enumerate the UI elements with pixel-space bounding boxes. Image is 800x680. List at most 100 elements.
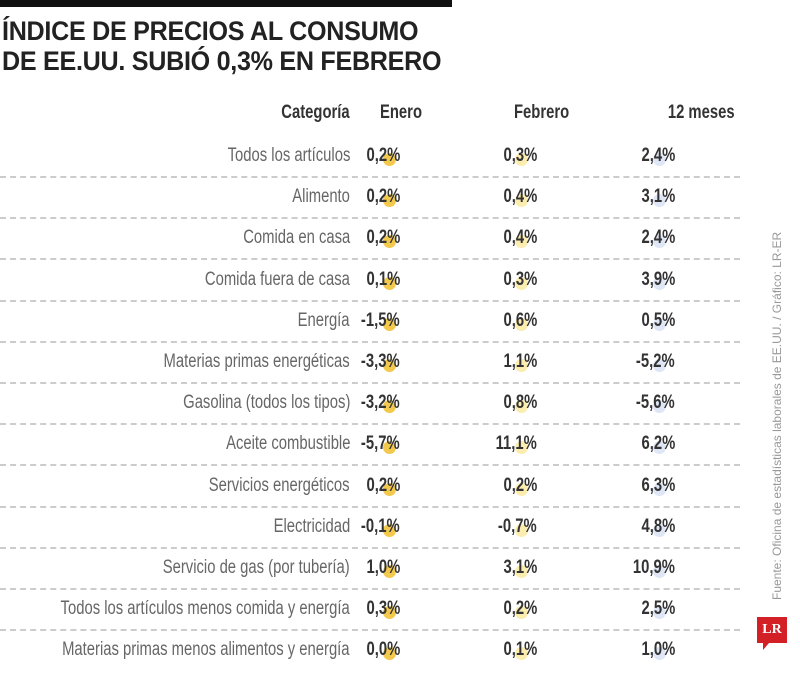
febrero-value: 11,1%	[495, 433, 537, 455]
doce_meses-dot-marker	[653, 400, 666, 414]
enero-dot-marker	[383, 523, 396, 537]
doce_meses-dot-marker	[653, 482, 666, 496]
doce_meses-dot-marker	[653, 317, 666, 331]
febrero-value: 1,1%	[503, 351, 537, 372]
enero-value: 0,1%	[366, 268, 400, 290]
table-row: Servicio de gas (por tubería) 1,0% 3,1% 10,…	[0, 557, 740, 598]
febrero-value: -0,7%	[498, 515, 537, 537]
table-row: Materias primas energéticas -3,3% 1,1% -5,2…	[0, 351, 740, 392]
febrero-value: 0,6%	[503, 309, 537, 331]
febrero-dot-marker	[515, 523, 528, 537]
enero-dot-marker	[383, 317, 396, 331]
enero-value: 0,2%	[366, 186, 400, 208]
table-row: Energía -1,5% 0,6% 0,5%	[0, 310, 740, 351]
header-febrero: Febrero	[514, 102, 570, 123]
enero-value: 0,0%	[366, 639, 400, 661]
table-row: Comida fuera de casa 0,1% 0,3% 3,9%	[0, 269, 740, 310]
enero-dot-marker	[383, 194, 396, 208]
category-label: Materias primas menos alimentos y energí…	[62, 639, 350, 661]
enero-dot-marker	[383, 647, 396, 661]
febrero-dot-marker	[515, 400, 528, 414]
febrero-value: 0,3%	[503, 268, 537, 290]
category-label: Alimento	[292, 186, 350, 208]
enero-dot-marker	[383, 276, 396, 290]
doce_meses-dot-marker	[653, 523, 666, 537]
category-label: Todos los artículos	[227, 145, 350, 166]
febrero-dot-marker	[515, 647, 528, 661]
title-line-2: DE EE.UU. SUBIÓ 0,3% EN FEBRERO	[2, 46, 442, 76]
doce_meses-value: 6,3%	[641, 474, 675, 496]
febrero-dot-marker	[515, 606, 528, 620]
febrero-value: 0,8%	[503, 392, 537, 414]
enero-dot-marker	[383, 441, 396, 455]
febrero-dot-marker	[515, 317, 528, 331]
febrero-dot-marker	[515, 359, 528, 372]
febrero-dot-marker	[515, 153, 528, 166]
enero-dot-marker	[383, 400, 396, 414]
enero-value: 0,2%	[366, 474, 400, 496]
febrero-value: 0,2%	[503, 474, 537, 496]
category-label: Gasolina (todos los tipos)	[182, 392, 350, 414]
febrero-value: 0,4%	[503, 227, 537, 249]
source-note: Fuente: Oficina de estadísticas laborale…	[770, 231, 784, 600]
table-row: Todos los artículos menos comida y energ…	[0, 598, 740, 639]
doce_meses-value: 6,2%	[641, 433, 675, 455]
enero-value: 1,0%	[366, 557, 400, 578]
row-divider	[0, 340, 740, 343]
row-divider	[0, 464, 740, 467]
table-row: Gasolina (todos los tipos) -3,2% 0,8% -5,6%	[0, 392, 740, 433]
category-label: Comida fuera de casa	[205, 268, 350, 290]
enero-value: -5,7%	[361, 433, 400, 455]
table-row: Materias primas menos alimentos y energí…	[0, 639, 740, 680]
table-row: Todos los artículos 0,2% 0,3% 2,4%	[0, 145, 740, 186]
doce_meses-value: 2,5%	[641, 598, 675, 620]
febrero-value: 0,3%	[503, 145, 537, 166]
table-row: Comida en casa 0,2% 0,4% 2,4%	[0, 227, 740, 268]
category-label: Materias primas energéticas	[163, 351, 350, 372]
enero-value: 0,2%	[366, 227, 400, 249]
doce_meses-value: 0,5%	[641, 309, 675, 331]
category-label: Energía	[298, 309, 350, 331]
category-label: Servicios energéticos	[209, 474, 350, 496]
enero-value: -1,5%	[361, 309, 400, 331]
chart-title: ÍNDICE DE PRECIOS AL CONSUMO DE EE.UU. S…	[2, 16, 474, 76]
header-enero: Enero	[380, 102, 423, 123]
category-label: Todos los artículos menos comida y energ…	[60, 598, 350, 620]
doce_meses-dot-marker	[653, 647, 666, 661]
category-label: Aceite combustible	[225, 433, 350, 455]
category-label: Electricidad	[273, 515, 350, 537]
febrero-value: 0,2%	[503, 598, 537, 620]
enero-value: -3,2%	[361, 392, 400, 414]
doce_meses-dot-marker	[653, 565, 666, 578]
row-divider	[0, 382, 740, 384]
row-divider	[0, 505, 740, 508]
febrero-dot-marker	[515, 194, 528, 208]
doce_meses-value: -5,2%	[636, 351, 675, 372]
enero-dot-marker	[383, 565, 396, 578]
enero-dot-marker	[383, 482, 396, 496]
top-bar	[0, 0, 452, 7]
febrero-dot-marker	[515, 565, 528, 578]
enero-dot-marker	[383, 359, 396, 372]
doce_meses-dot-marker	[653, 276, 666, 290]
row-divider	[0, 423, 740, 426]
doce_meses-value: 1,0%	[641, 639, 675, 661]
doce_meses-value: 3,1%	[641, 186, 675, 208]
enero-value: 0,2%	[366, 145, 400, 166]
row-divider	[0, 588, 740, 590]
category-label: Servicio de gas (por tubería)	[163, 557, 350, 578]
table-row: Electricidad -0,1% -0,7% 4,8%	[0, 516, 740, 557]
doce_meses-dot-marker	[653, 441, 666, 455]
table-row: Alimento 0,2% 0,4% 3,1%	[0, 186, 740, 227]
header-categoria: Categoría	[281, 102, 350, 123]
doce_meses-dot-marker	[653, 606, 666, 620]
febrero-value: 3,1%	[503, 557, 537, 578]
header-12-meses: 12 meses	[668, 102, 735, 123]
doce_meses-dot-marker	[653, 194, 666, 208]
table-row: Servicios energéticos 0,2% 0,2% 6,3%	[0, 475, 740, 516]
doce_meses-value: 3,9%	[641, 268, 675, 290]
row-divider	[0, 176, 740, 178]
doce_meses-value: 10,9%	[632, 557, 675, 578]
row-divider	[0, 629, 740, 632]
doce_meses-value: -5,6%	[636, 392, 675, 414]
